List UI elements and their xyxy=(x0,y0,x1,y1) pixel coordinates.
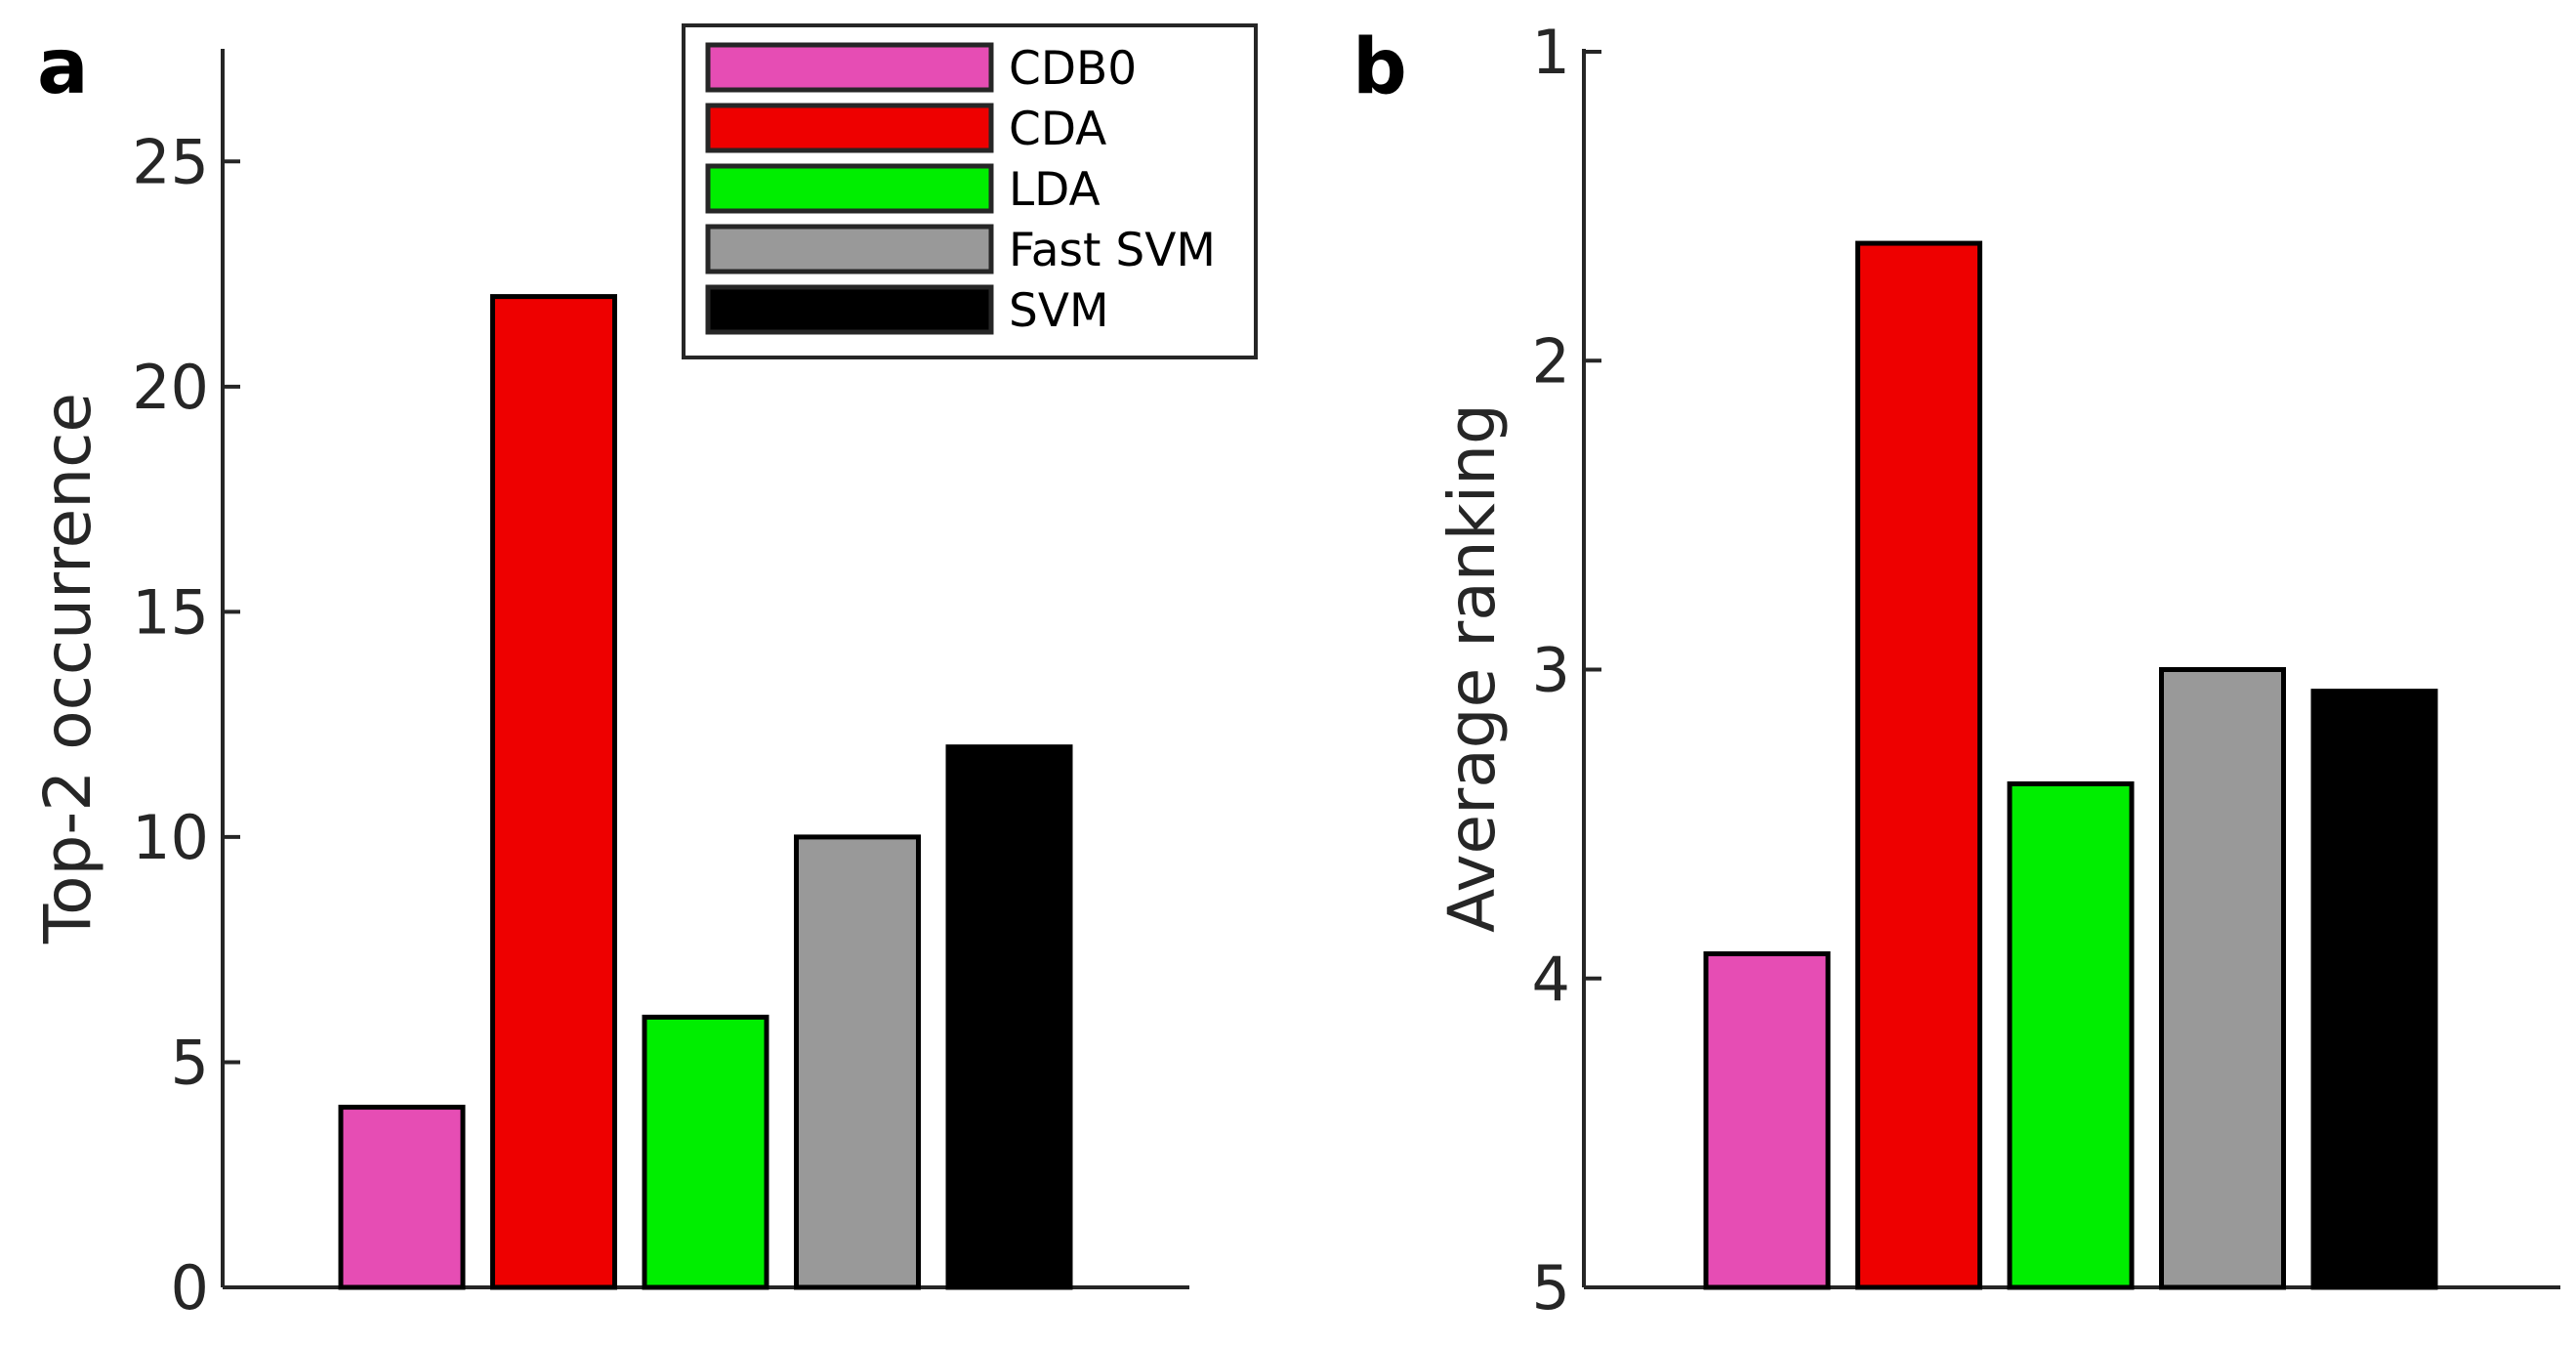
panel-b-letter: b xyxy=(1352,23,1407,111)
legend-label-cdb0: CDB0 xyxy=(1009,42,1137,96)
panel-a-letter: a xyxy=(37,23,89,111)
panel-a-bar-cda xyxy=(490,294,617,1290)
panel-b-bar-cdb0 xyxy=(1703,950,1831,1290)
panel-b-y-ticks: 1 2 3 4 5 xyxy=(1532,17,1601,1324)
panel-a-ytick-label-0: 0 xyxy=(171,1252,209,1324)
legend-swatch-cdb0 xyxy=(705,42,994,93)
panel-a-bar-svm xyxy=(945,744,1073,1290)
panel-a-ytick-label-10: 10 xyxy=(132,802,209,873)
legend-label-lda: LDA xyxy=(1009,163,1101,217)
panel-b-ytick-label-4: 4 xyxy=(1532,944,1570,1015)
legend-swatch-svm xyxy=(705,284,994,335)
panel-b-bar-fast-svm xyxy=(2159,667,2286,1290)
panel-b-ytick-label-3: 3 xyxy=(1532,635,1570,706)
legend-label-svm: SVM xyxy=(1009,284,1109,338)
legend-swatch-lda xyxy=(705,163,994,214)
panel-a-bar-cdb0 xyxy=(338,1105,466,1290)
panel-a-ytick-label-15: 15 xyxy=(132,576,209,648)
panel-b-ytick-label-1: 1 xyxy=(1532,17,1570,88)
panel-a-y-axis-label: Top-2 occurrence xyxy=(30,393,105,945)
panel-b-bar-svm xyxy=(2310,689,2438,1290)
panel-a-ytick-label-25: 25 xyxy=(132,126,209,197)
panel-a-bar-fast-svm xyxy=(794,834,921,1290)
panel-b-ytick-label-2: 2 xyxy=(1532,325,1570,397)
panel-a-y-ticks: 0 5 10 15 20 25 xyxy=(132,126,240,1324)
legend-label-cda: CDA xyxy=(1009,103,1106,156)
panel-b-bar-lda xyxy=(2007,781,2135,1290)
legend-entries: CDB0 CDA LDA Fast SVM SVM xyxy=(705,42,1216,338)
panel-a: a 0 5 10 15 20 25 Top-2 occurrence xyxy=(30,23,1189,1324)
panel-a-ytick-label-5: 5 xyxy=(171,1027,209,1098)
legend-swatch-fast-svm xyxy=(705,224,994,274)
panel-a-bars xyxy=(338,294,1073,1290)
panel-b-bars xyxy=(1703,240,2438,1290)
legend: CDB0 CDA LDA Fast SVM SVM xyxy=(682,23,1258,359)
legend-label-fast-svm: Fast SVM xyxy=(1009,224,1216,277)
panel-b-bar-cda xyxy=(1855,240,1982,1290)
legend-swatch-cda xyxy=(705,103,994,153)
panel-a-ytick-label-20: 20 xyxy=(132,352,209,423)
panel-b-ytick-label-5: 5 xyxy=(1532,1252,1570,1324)
panel-b-y-axis-label: Average ranking xyxy=(1434,403,1510,933)
panel-a-bar-lda xyxy=(642,1014,769,1290)
panel-b: b 1 2 3 4 5 Average ranking xyxy=(1352,17,2560,1324)
